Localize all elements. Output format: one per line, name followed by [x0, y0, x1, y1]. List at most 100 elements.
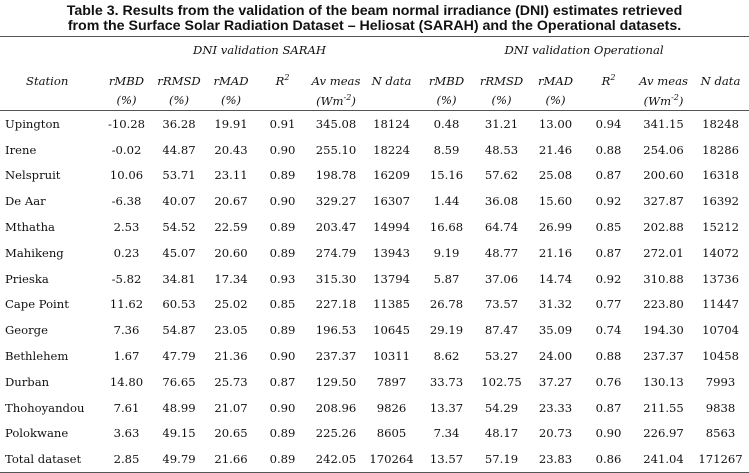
- cell-op-rmad: 23.83: [529, 446, 583, 473]
- cell-sarah-avmeas: 198.78: [315, 168, 357, 183]
- cell-sarah-avmeas: 345.08: [315, 116, 357, 131]
- sarah-unit-rrmsd: (%): [153, 90, 205, 111]
- cell-op-r2: 0.85: [595, 220, 622, 235]
- cell-sarah-rmbd: 10.06: [109, 168, 144, 183]
- cell-sarah-rmad: 20.65: [214, 426, 248, 441]
- cell-sarah-avmeas: 255.10: [315, 142, 357, 157]
- unit-exponent: -2: [671, 92, 679, 102]
- cell-sarah-r2: 0.89: [269, 426, 296, 441]
- cell-op-avmeas: 211.55: [643, 400, 684, 415]
- cell-sarah-avmeas: 237.37: [315, 349, 357, 364]
- cell-op-r2: 0.74: [595, 323, 622, 338]
- cell-op-ndata: 171267: [692, 446, 749, 473]
- operational-header-rrmsd: rRMSD: [479, 74, 524, 88]
- cell-op-r2: 0.87: [595, 168, 622, 183]
- cell-op-rrmsd: 102.75: [481, 374, 522, 389]
- cell-sarah-ndata: 16209: [373, 168, 410, 183]
- cell-op-r2: 0.77: [595, 297, 622, 312]
- cell-station: Irene: [5, 142, 37, 157]
- operational-header-ndata: N data: [700, 74, 741, 88]
- table-row: Bethlehem 1.67 47.79 21.36 0.90 237.37 10311 8.…: [0, 343, 749, 369]
- cell-op-rmbd: 7.34: [433, 426, 460, 441]
- cell-sarah-r2: 0.90: [269, 142, 296, 157]
- sarah-unit-rmbd: (%): [100, 90, 153, 111]
- cell-sarah-avmeas: 129.50: [315, 374, 357, 389]
- cell-sarah-ndata: 13943: [373, 245, 410, 260]
- cell-op-rmad: 26.99: [538, 220, 573, 235]
- cell-sarah-ndata: 13794: [373, 271, 410, 286]
- cell-op-rmad: 21.16: [538, 245, 573, 260]
- operational-unit-r2: [582, 90, 636, 111]
- table-body: Upington -10.28 36.28 19.91 0.91 345.08 18124 0…: [0, 111, 749, 473]
- operational-unit-ndata: [692, 90, 749, 111]
- column-unit-row: (%) (%) (%) (Wm-2) (%) (%) (%) (Wm-2): [0, 90, 749, 111]
- unit-exponent: -2: [343, 92, 352, 102]
- cell-op-rmbd: 15.16: [429, 168, 464, 183]
- cell-op-avmeas: 194.30: [643, 323, 684, 338]
- cell-sarah-ndata: 9826: [376, 400, 407, 415]
- cell-sarah-rrmsd: 76.65: [162, 374, 196, 389]
- cell-op-rmbd: 5.87: [433, 271, 460, 286]
- cell-op-rmad: 35.09: [538, 323, 573, 338]
- cell-sarah-r2: 0.89: [257, 446, 308, 473]
- operational-unit-avmeas: (Wm-2): [635, 90, 693, 111]
- sarah-header-r2: R2: [257, 62, 308, 90]
- sarah-unit-ndata: [364, 90, 420, 111]
- operational-header-r2: R2: [582, 62, 635, 90]
- operational-unit-rmbd: (%): [419, 90, 475, 111]
- cell-op-r2: 0.94: [595, 116, 622, 131]
- cell-sarah-rmad: 17.34: [214, 271, 248, 286]
- cell-op-avmeas: 200.60: [643, 168, 684, 183]
- cell-sarah-rmad: 21.66: [205, 446, 257, 473]
- cell-sarah-rrmsd: 48.99: [162, 400, 196, 415]
- cell-op-avmeas: 223.80: [643, 297, 684, 312]
- cell-sarah-rmbd: 1.67: [113, 349, 140, 364]
- cell-sarah-rmad: 20.43: [214, 142, 248, 157]
- cell-sarah-rmbd: -10.28: [107, 116, 146, 131]
- cell-sarah-rmad: 23.05: [214, 323, 248, 338]
- cell-op-avmeas: 241.04: [635, 446, 693, 473]
- cell-sarah-r2: 0.89: [269, 245, 296, 260]
- cell-op-r2: 0.88: [595, 349, 622, 364]
- cell-sarah-ndata: 16307: [373, 194, 410, 209]
- cell-station: Mthatha: [5, 220, 55, 235]
- cell-op-ndata: 15212: [702, 220, 739, 235]
- table-row: Total dataset 2.85 49.79 21.66 0.89 242.05 170…: [0, 446, 749, 473]
- operational-unit-rrmsd: (%): [474, 90, 530, 111]
- cell-op-rrmsd: 64.74: [484, 220, 519, 235]
- cell-op-avmeas: 226.97: [643, 426, 684, 441]
- group-header-row: DNI validation SARAH DNI validation Oper…: [0, 36, 749, 62]
- cell-sarah-rmad: 21.07: [214, 400, 248, 415]
- cell-sarah-rmad: 22.59: [214, 220, 248, 235]
- cell-sarah-avmeas: 242.05: [308, 446, 364, 473]
- operational-header-rmbd: rMBD: [428, 74, 465, 88]
- cell-sarah-rmbd: 11.62: [109, 297, 144, 312]
- cell-sarah-avmeas: 225.26: [315, 426, 357, 441]
- cell-sarah-ndata: 8605: [376, 426, 407, 441]
- table-title-line-1: Table 3. Results from the validation of …: [66, 3, 683, 19]
- cell-op-r2: 0.76: [595, 374, 622, 389]
- cell-op-r2: 0.87: [595, 245, 622, 260]
- cell-sarah-r2: 0.89: [269, 220, 296, 235]
- cell-op-rmad: 37.27: [538, 374, 573, 389]
- table-row: Irene -0.02 44.87 20.43 0.90 255.10 18224 8.59 4…: [0, 137, 749, 163]
- cell-op-r2: 0.92: [595, 271, 622, 286]
- cell-sarah-rmbd: 7.61: [113, 400, 140, 415]
- r-label: R: [601, 74, 611, 88]
- unit-prefix: (Wm: [316, 93, 344, 108]
- cell-sarah-ndata: 7897: [376, 374, 407, 389]
- cell-station: Polokwane: [5, 426, 69, 441]
- table-row: De Aar -6.38 40.07 20.67 0.90 329.27 16307 1.44…: [0, 188, 749, 214]
- cell-op-rrmsd: 48.77: [484, 245, 519, 260]
- cell-sarah-r2: 0.90: [269, 194, 296, 209]
- cell-sarah-rmad: 21.36: [214, 349, 248, 364]
- cell-station: Cape Point: [5, 297, 69, 312]
- cell-sarah-rrmsd: 47.79: [162, 349, 196, 364]
- cell-sarah-r2: 0.91: [269, 116, 296, 131]
- cell-sarah-r2: 0.93: [269, 271, 296, 286]
- cell-op-rmad: 13.00: [538, 116, 573, 131]
- sarah-header-ndata: N data: [371, 74, 412, 88]
- cell-station: Bethlehem: [5, 349, 69, 364]
- cell-sarah-rrmsd: 60.53: [162, 297, 196, 312]
- sarah-header-rrmsd: rRMSD: [157, 74, 201, 88]
